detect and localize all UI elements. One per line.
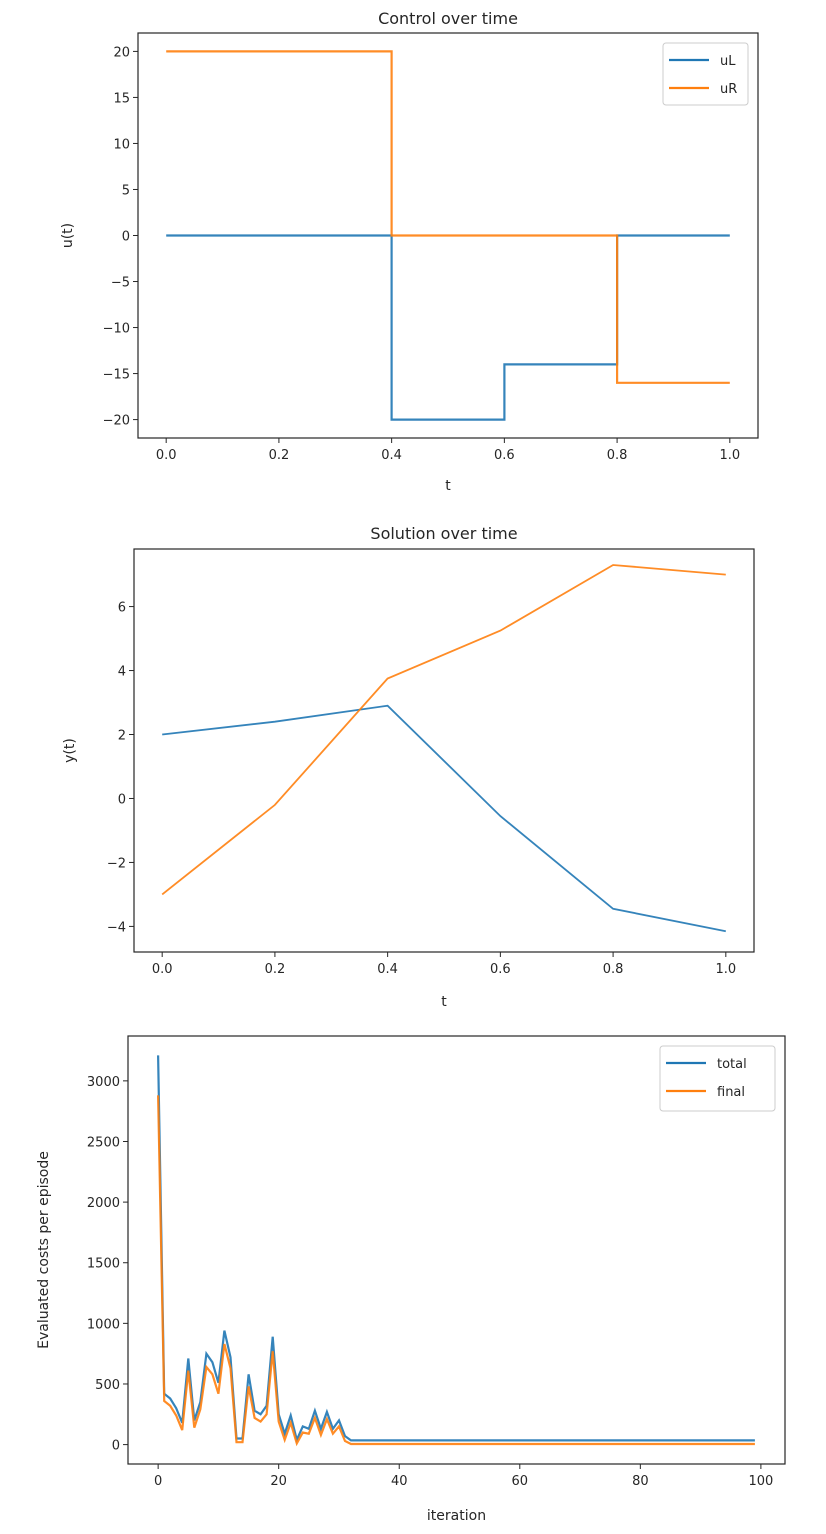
x-axis-label: t <box>445 478 451 494</box>
x-tick-label: 0.6 <box>490 962 511 977</box>
y-axis-label: y(t) <box>62 738 78 763</box>
series-line-uL <box>166 234 730 421</box>
y-axis-label: Evaluated costs per episode <box>36 1151 52 1349</box>
y-tick-label: 2000 <box>87 1196 120 1211</box>
x-axis-label: iteration <box>427 1508 486 1524</box>
x-tick-label: 20 <box>270 1474 287 1489</box>
x-tick-label: 60 <box>512 1474 529 1489</box>
x-tick-label: 0.4 <box>381 448 402 463</box>
legend-box <box>659 1045 776 1112</box>
x-tick-label: 0.0 <box>156 448 177 463</box>
x-tick-label: 0.2 <box>269 448 290 463</box>
legend-label-total: total <box>717 1057 747 1072</box>
x-tick-label: 0.0 <box>152 962 173 977</box>
x-axis-label: t <box>441 994 447 1010</box>
axes-frame <box>127 1035 786 1465</box>
y-tick-label: 3000 <box>87 1075 120 1090</box>
y-tick-label: −15 <box>103 368 130 383</box>
y-tick-label: −20 <box>103 414 130 429</box>
series-line-final <box>157 1095 755 1447</box>
y-tick-label: 1500 <box>87 1257 120 1272</box>
chart-2: Solution over time 0.0 0.2 0.4 0.6 0.8 1.0 6 4 2 0… <box>62 524 755 1010</box>
chart-title: Control over time <box>378 9 518 28</box>
legend-label-final: final <box>717 1085 745 1100</box>
legend-label-uL: uL <box>720 54 736 69</box>
y-tick-label: 10 <box>113 137 130 152</box>
y-tick-label: 20 <box>113 45 130 60</box>
y-tick-label: 0 <box>112 1439 120 1454</box>
x-tick-label: 0.8 <box>603 962 624 977</box>
y-tick-label: −2 <box>107 856 126 871</box>
chart-3: 0 20 40 60 80 100 3000 2500 2000 1500 1000 500 0 iter… <box>36 1035 786 1524</box>
y-axis-label: u(t) <box>60 223 76 248</box>
series-line-total <box>157 1055 755 1444</box>
series-line-uR <box>166 50 730 384</box>
chart-title: Solution over time <box>370 524 517 543</box>
y-tick-label: 6 <box>118 601 126 616</box>
y-tick-label: −4 <box>107 920 126 935</box>
legend-box <box>662 42 749 106</box>
y-tick-label: 1000 <box>87 1317 120 1332</box>
x-tick-label: 80 <box>632 1474 649 1489</box>
y-tick-label: 5 <box>122 183 130 198</box>
legend: total final <box>659 1045 776 1112</box>
y-tick-label: −5 <box>111 276 130 291</box>
y-tick-label: 500 <box>95 1378 120 1393</box>
y-tick-label: 2 <box>118 729 126 744</box>
legend: uL uR <box>662 42 749 106</box>
series-line-y1 <box>162 704 726 933</box>
x-tick-label: 100 <box>748 1474 773 1489</box>
x-tick-label: 0.8 <box>607 448 628 463</box>
y-tick-label: 2500 <box>87 1135 120 1150</box>
x-tick-label: 0 <box>154 1474 162 1489</box>
x-tick-label: 1.0 <box>715 962 736 977</box>
y-tick-label: −10 <box>103 322 130 337</box>
y-tick-label: 15 <box>113 91 130 106</box>
x-tick-label: 0.4 <box>377 962 398 977</box>
series-line-y2 <box>161 564 726 896</box>
y-tick-label: 4 <box>118 665 126 680</box>
legend-label-uR: uR <box>720 82 737 97</box>
y-tick-label: 0 <box>122 230 130 245</box>
x-tick-label: 0.6 <box>494 448 515 463</box>
x-tick-label: 0.2 <box>265 962 286 977</box>
y-tick-label: 0 <box>118 792 126 807</box>
axes-frame <box>133 548 755 953</box>
x-tick-label: 1.0 <box>719 448 740 463</box>
x-tick-label: 40 <box>391 1474 408 1489</box>
chart-1: Control over time 0.0 0.2 0.4 0.6 0.8 1.0 20 15 1… <box>60 9 759 494</box>
